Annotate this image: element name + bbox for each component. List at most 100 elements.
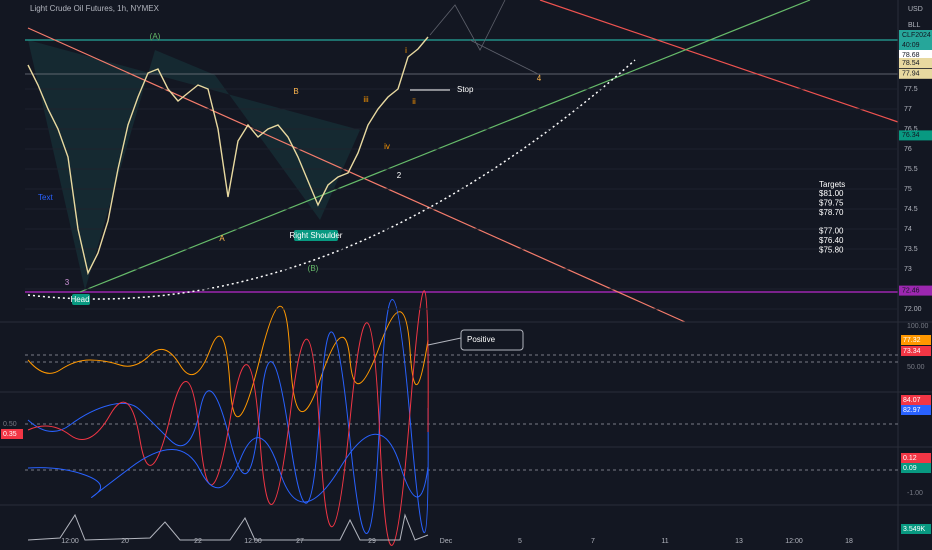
indicator-badge [901, 395, 931, 405]
pattern-fill [28, 40, 360, 290]
target: $81.00 [819, 189, 844, 198]
stoch-rsi-line [27, 299, 429, 534]
target: $77.00 [819, 227, 844, 236]
indicator-label: 73.34 [903, 348, 921, 355]
x-tick-label: 12:00 [785, 538, 803, 545]
x-tick-label: 29 [368, 538, 376, 545]
price-badge [899, 68, 932, 79]
x-tick-label: 18 [845, 538, 853, 545]
indicator-label: 100.00 [907, 323, 929, 330]
annotation: (B) [308, 264, 319, 273]
unit-badge: BLL [908, 22, 921, 29]
y-tick-label: 73 [904, 266, 912, 273]
trend-line [539, 0, 899, 123]
indicator-badge [1, 429, 23, 439]
indicator-label: 77.32 [903, 337, 921, 344]
annotation: B [293, 87, 298, 96]
price-badge-text: 40:09 [902, 42, 920, 49]
y-tick-label: 74.5 [904, 206, 918, 213]
price-badge [899, 58, 932, 68]
target: $76.40 [819, 236, 844, 245]
indicator-label: -1.00 [907, 490, 923, 497]
annotation: 4 [537, 74, 542, 83]
indicator-label: 50.00 [907, 364, 925, 371]
projection-curve [27, 59, 636, 300]
annotation: Text [38, 193, 53, 202]
projection-path [429, 0, 541, 76]
y-tick-label: 74 [904, 226, 912, 233]
y-tick-label: 75.5 [904, 166, 918, 173]
callout-box [460, 329, 524, 351]
annotation: Head [70, 295, 89, 304]
y-tick-label: 73.5 [904, 246, 918, 253]
price-badge [899, 40, 932, 50]
price-badge-text: 78.54 [902, 60, 920, 67]
price-badge [899, 50, 932, 60]
y-tick-label: 77.5 [904, 86, 918, 93]
indicator-label: 0.50 [3, 421, 17, 428]
drawings [25, 0, 899, 323]
target: $75.80 [819, 246, 844, 255]
price-badge [899, 130, 932, 141]
targets-title: Targets [819, 180, 845, 189]
annotation: A [219, 234, 225, 243]
indicator-badge [901, 335, 931, 345]
x-tick-label: 13 [735, 538, 743, 545]
x-tick-label: 20 [121, 538, 129, 545]
annotation: ii [412, 97, 416, 106]
currency: USD [908, 6, 923, 13]
target: $79.75 [819, 199, 844, 208]
annotation: iii [363, 95, 369, 104]
indicator-badge [901, 463, 931, 473]
y-tick-label: 76.5 [904, 126, 918, 133]
x-tick-label: Dec [440, 538, 453, 545]
annotation: 2 [397, 171, 402, 180]
indicators: Positive [27, 290, 524, 546]
trend-line [79, 0, 811, 293]
y-tick-label: 77 [904, 106, 912, 113]
annotation: iv [384, 142, 390, 151]
indicator-label: 0.12 [903, 455, 917, 462]
price-badge [899, 30, 932, 40]
indicator-badge [901, 524, 931, 534]
indicator-label: 82.97 [903, 407, 921, 414]
price-badge-text: 78.68 [902, 52, 920, 59]
target: $78.70 [819, 208, 844, 217]
price-badge-text: 72.46 [902, 287, 920, 294]
y-tick-label: 75 [904, 186, 912, 193]
x-tick-label: 11 [661, 538, 668, 545]
x-tick-label: 27 [296, 538, 304, 545]
annotation: i [405, 46, 407, 55]
annotation: 3 [65, 278, 70, 287]
price-line [27, 36, 429, 276]
callout-text: Positive [467, 335, 496, 344]
indicator-label: 84.07 [903, 397, 921, 404]
x-tick-label: 12:00 [244, 538, 262, 545]
chart-title: Light Crude Oil Futures, 1h, NYMEX [30, 4, 160, 13]
annotation: (A) [150, 32, 161, 41]
callout-pointer [427, 337, 462, 346]
indicator-label: 3.549K [903, 526, 926, 533]
indicator-badge [901, 405, 931, 415]
annotation: Stop [457, 85, 474, 94]
trend-line [27, 27, 686, 323]
macd-line [27, 433, 429, 503]
label-badge [72, 294, 90, 305]
label-badge [294, 230, 338, 241]
volume-line [27, 513, 429, 541]
indicator-label: 0.35 [3, 431, 17, 438]
indicator-badge [901, 453, 931, 463]
x-tick-label: 7 [591, 538, 595, 545]
x-tick-label: 22 [194, 538, 202, 545]
indicator-badge [901, 346, 931, 356]
price-badge [899, 285, 932, 296]
x-tick-label: 12:00 [61, 538, 79, 545]
price-badge-text: CLF2024 [902, 32, 931, 39]
y-tick-label: 76 [904, 146, 912, 153]
indicator-label: 0.09 [903, 465, 917, 472]
x-tick-label: 5 [518, 538, 522, 545]
y-tick-label: 72.00 [904, 306, 922, 313]
